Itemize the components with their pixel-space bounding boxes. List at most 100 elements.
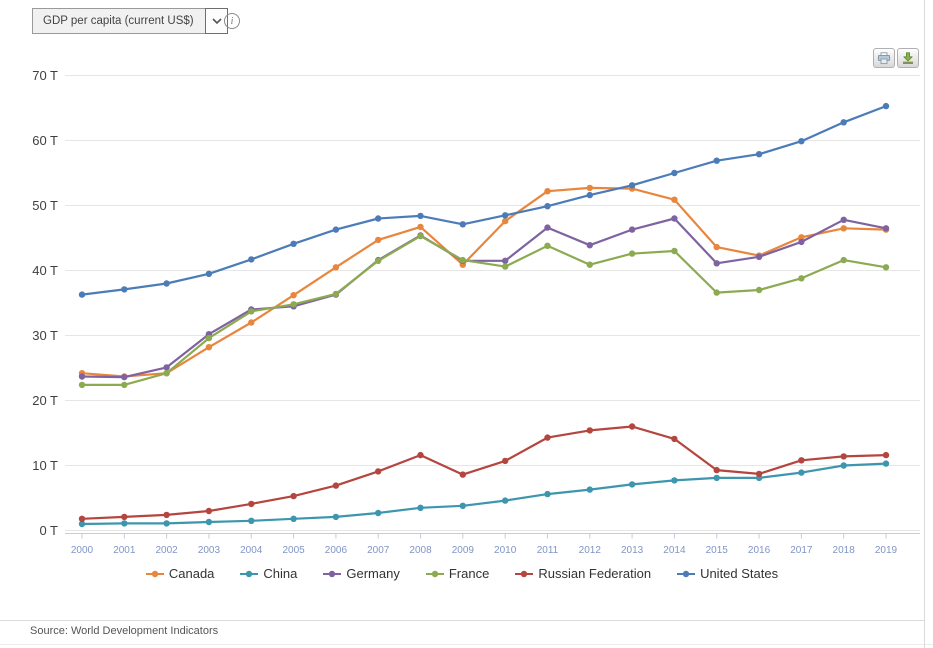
data-point-russian-federation[interactable] [375, 468, 382, 475]
data-point-canada[interactable] [840, 225, 847, 232]
print-button[interactable] [873, 48, 895, 68]
data-point-russian-federation[interactable] [713, 466, 720, 474]
data-point-canada[interactable] [248, 319, 255, 326]
data-point-russian-federation[interactable] [798, 457, 805, 464]
data-point-united-states[interactable] [882, 102, 890, 110]
data-point-united-states[interactable] [205, 270, 213, 277]
data-point-united-states[interactable] [332, 226, 340, 233]
data-point-china[interactable] [459, 502, 466, 509]
data-point-china[interactable] [671, 477, 678, 484]
data-point-china[interactable] [544, 490, 551, 498]
data-point-germany[interactable] [671, 215, 678, 222]
data-point-france[interactable] [417, 232, 424, 240]
data-point-germany[interactable] [755, 253, 763, 260]
data-point-germany[interactable] [882, 225, 890, 232]
data-point-russian-federation[interactable] [417, 451, 424, 459]
data-point-china[interactable] [628, 481, 636, 488]
data-point-united-states[interactable] [290, 240, 297, 247]
data-point-china[interactable] [502, 497, 509, 504]
data-point-canada[interactable] [544, 188, 551, 195]
data-point-germany[interactable] [628, 226, 636, 233]
data-point-germany[interactable] [586, 242, 593, 249]
data-point-china[interactable] [332, 513, 340, 521]
data-point-china[interactable] [248, 517, 255, 524]
data-point-russian-federation[interactable] [459, 471, 466, 478]
series-line-china[interactable] [81, 462, 887, 526]
data-point-france[interactable] [78, 381, 86, 389]
data-point-russian-federation[interactable] [586, 427, 593, 434]
data-point-russian-federation[interactable] [755, 470, 763, 478]
data-point-united-states[interactable] [121, 286, 128, 293]
data-point-china[interactable] [78, 520, 86, 528]
series-line-france[interactable] [82, 235, 887, 386]
legend-item-france[interactable]: France [425, 566, 489, 581]
data-point-united-states[interactable] [586, 191, 593, 199]
data-point-canada[interactable] [798, 234, 805, 241]
series-canada[interactable] [78, 184, 890, 380]
series-germany[interactable] [78, 215, 890, 381]
data-point-united-states[interactable] [417, 212, 424, 220]
series-line-russian-federation[interactable] [81, 425, 887, 520]
data-point-russian-federation[interactable] [840, 453, 847, 460]
data-point-china[interactable] [163, 520, 170, 527]
data-point-russian-federation[interactable] [205, 507, 213, 515]
series-china[interactable] [78, 460, 890, 528]
data-point-france[interactable] [882, 264, 890, 271]
data-point-canada[interactable] [671, 196, 678, 203]
data-point-canada[interactable] [713, 243, 720, 251]
data-point-united-states[interactable] [755, 151, 763, 158]
data-point-canada[interactable] [417, 223, 424, 231]
series-line-canada[interactable] [81, 186, 887, 378]
data-point-united-states[interactable] [628, 182, 636, 189]
info-icon[interactable]: i [224, 13, 240, 29]
data-point-france[interactable] [502, 263, 509, 270]
data-point-united-states[interactable] [840, 119, 847, 126]
data-point-china[interactable] [290, 515, 297, 522]
data-point-france[interactable] [248, 308, 255, 315]
data-point-russian-federation[interactable] [163, 511, 170, 519]
data-point-china[interactable] [375, 509, 382, 517]
data-point-china[interactable] [840, 462, 847, 469]
data-point-germany[interactable] [502, 257, 509, 264]
data-point-france[interactable] [121, 381, 128, 389]
data-point-france[interactable] [332, 290, 340, 298]
legend-item-russian-federation[interactable]: Russian Federation [515, 566, 651, 581]
data-point-russian-federation[interactable] [502, 457, 509, 465]
series-line-germany[interactable] [81, 217, 887, 379]
data-point-china[interactable] [798, 469, 805, 476]
data-point-russian-federation[interactable] [544, 434, 551, 441]
data-point-russian-federation[interactable] [671, 435, 678, 443]
data-point-united-states[interactable] [713, 157, 720, 164]
series-line-united-states[interactable] [81, 105, 887, 296]
data-point-china[interactable] [417, 504, 424, 511]
legend-item-canada[interactable]: Canada [145, 566, 214, 581]
data-point-russian-federation[interactable] [290, 492, 297, 500]
data-point-germany[interactable] [544, 224, 551, 231]
data-point-china[interactable] [713, 474, 720, 482]
data-point-russian-federation[interactable] [248, 500, 255, 508]
data-point-france[interactable] [840, 256, 847, 264]
data-point-china[interactable] [882, 460, 890, 467]
data-point-canada[interactable] [205, 344, 213, 351]
data-point-canada[interactable] [502, 217, 509, 225]
data-point-russian-federation[interactable] [121, 513, 128, 521]
data-point-united-states[interactable] [163, 280, 170, 287]
data-point-germany[interactable] [121, 373, 128, 381]
data-point-russian-federation[interactable] [78, 515, 86, 522]
data-point-france[interactable] [459, 256, 466, 264]
data-point-china[interactable] [586, 486, 593, 493]
data-point-canada[interactable] [375, 236, 382, 244]
data-point-united-states[interactable] [375, 215, 382, 222]
data-point-germany[interactable] [713, 260, 720, 267]
data-point-united-states[interactable] [459, 221, 466, 228]
series-france[interactable] [78, 232, 890, 389]
data-point-france[interactable] [755, 286, 763, 294]
data-point-china[interactable] [205, 518, 213, 526]
legend-item-china[interactable]: China [240, 566, 297, 581]
legend-item-germany[interactable]: Germany [323, 566, 400, 581]
data-point-france[interactable] [544, 242, 551, 249]
data-point-china[interactable] [121, 520, 128, 527]
data-point-russian-federation[interactable] [332, 482, 340, 489]
data-point-united-states[interactable] [544, 203, 551, 210]
data-point-france[interactable] [798, 275, 805, 282]
